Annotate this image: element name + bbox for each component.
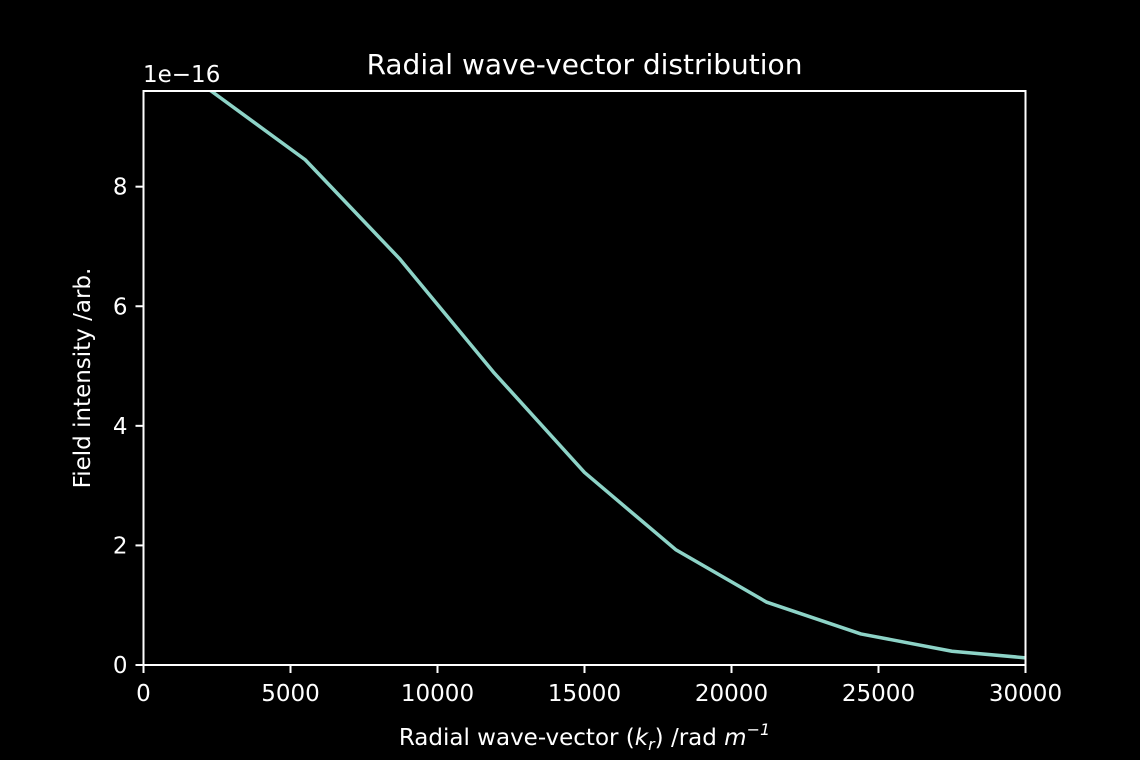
series-line-0: [207, 91, 1026, 660]
plot-area: [207, 91, 1026, 660]
x-axis-label-k: k: [635, 725, 650, 751]
x-axis-label: Radial wave-vector (kr) /rad m−1: [399, 720, 770, 754]
y-tick-label: 2: [113, 533, 128, 559]
y-axis-label: Field intensity /arb.: [70, 268, 96, 489]
x-axis-label-m: m: [724, 725, 746, 751]
x-axis-label-k-subscript: r: [648, 735, 656, 754]
x-tick-label: 0: [136, 681, 151, 707]
x-tick-label: 30000: [989, 681, 1062, 707]
x-axis-label-prefix: Radial wave-vector (: [399, 725, 635, 751]
x-tick-label: 5000: [261, 681, 320, 707]
x-tick-label: 10000: [401, 681, 474, 707]
x-tick-label: 20000: [695, 681, 768, 707]
chart-title: Radial wave-vector distribution: [367, 48, 803, 81]
x-axis-label-m-superscript: −1: [747, 720, 771, 739]
x-axis-label-middle: ) /rad: [655, 725, 725, 751]
y-tick-label: 8: [113, 175, 128, 201]
x-tick-label: 15000: [548, 681, 621, 707]
x-axis: 0 5000 10000 15000 20000 25000 30000: [136, 665, 1062, 707]
y-offset-label: 1e−16: [143, 62, 220, 88]
y-tick-label: 4: [113, 414, 128, 440]
y-tick-label: 0: [113, 653, 128, 679]
x-tick-label: 25000: [842, 681, 915, 707]
y-axis: 0 2 4 6 8: [113, 175, 144, 679]
y-tick-label: 6: [113, 294, 128, 320]
